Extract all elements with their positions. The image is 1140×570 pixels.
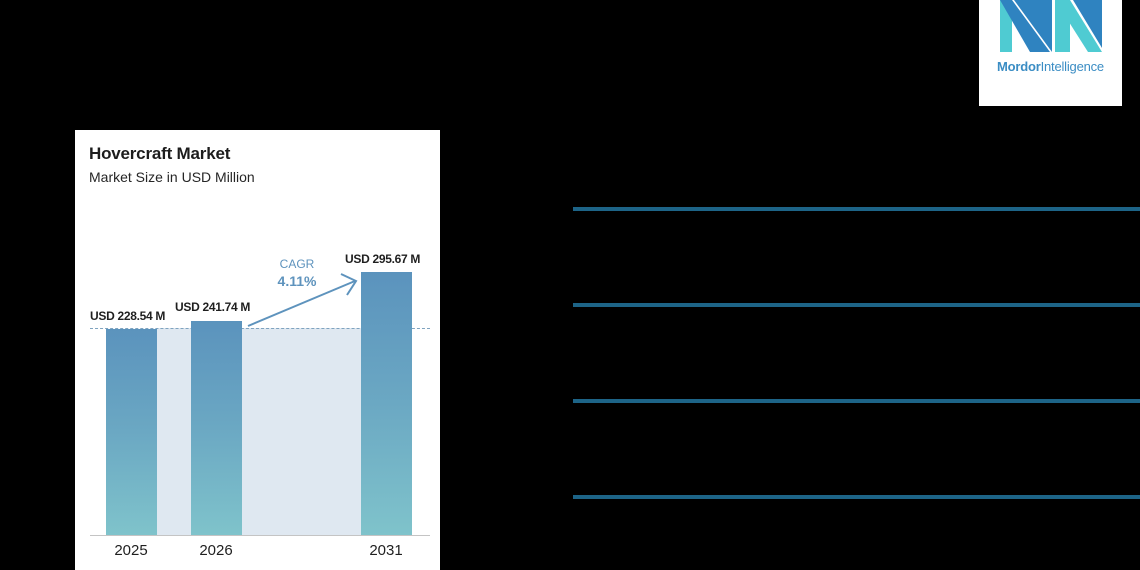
chart-title: Hovercraft Market (89, 144, 231, 163)
bar-2026 (191, 321, 242, 535)
logo-wordmark: MordorIntelligence (979, 59, 1122, 74)
value-label-2025: USD 228.54 M (90, 309, 166, 323)
divider-line-2 (573, 303, 1140, 307)
logo-brand-light: Intelligence (1040, 59, 1105, 74)
divider-line-3 (573, 399, 1140, 403)
divider-line-1 (573, 207, 1140, 211)
value-label-2031: USD 295.67 M (345, 252, 421, 266)
cagr-arrow-icon (247, 273, 358, 327)
mordor-intelligence-logo: MordorIntelligence (979, 0, 1122, 106)
market-chart-card: Hovercraft Market Market Size in USD Mil… (75, 130, 440, 570)
x-label-2026: 2026 (199, 542, 233, 559)
bar-2031 (361, 272, 412, 535)
chart-subtitle: Market Size in USD Million (89, 169, 255, 185)
cagr-label: CAGR (279, 257, 315, 271)
logo-mark-icon (1000, 0, 1102, 52)
reference-dashed-line (90, 328, 430, 329)
value-label-2026: USD 241.74 M (175, 300, 251, 314)
divider-line-4 (573, 495, 1140, 499)
x-label-2031: 2031 (369, 542, 403, 559)
logo-brand-bold: Mordor (997, 59, 1041, 74)
chart-plot-area: USD 228.54 M USD 241.74 M USD 295.67 M C… (75, 130, 440, 570)
cagr-value: 4.11% (277, 273, 317, 289)
x-axis-line (90, 535, 430, 536)
bar-2025 (106, 329, 157, 535)
x-label-2025: 2025 (114, 542, 148, 559)
